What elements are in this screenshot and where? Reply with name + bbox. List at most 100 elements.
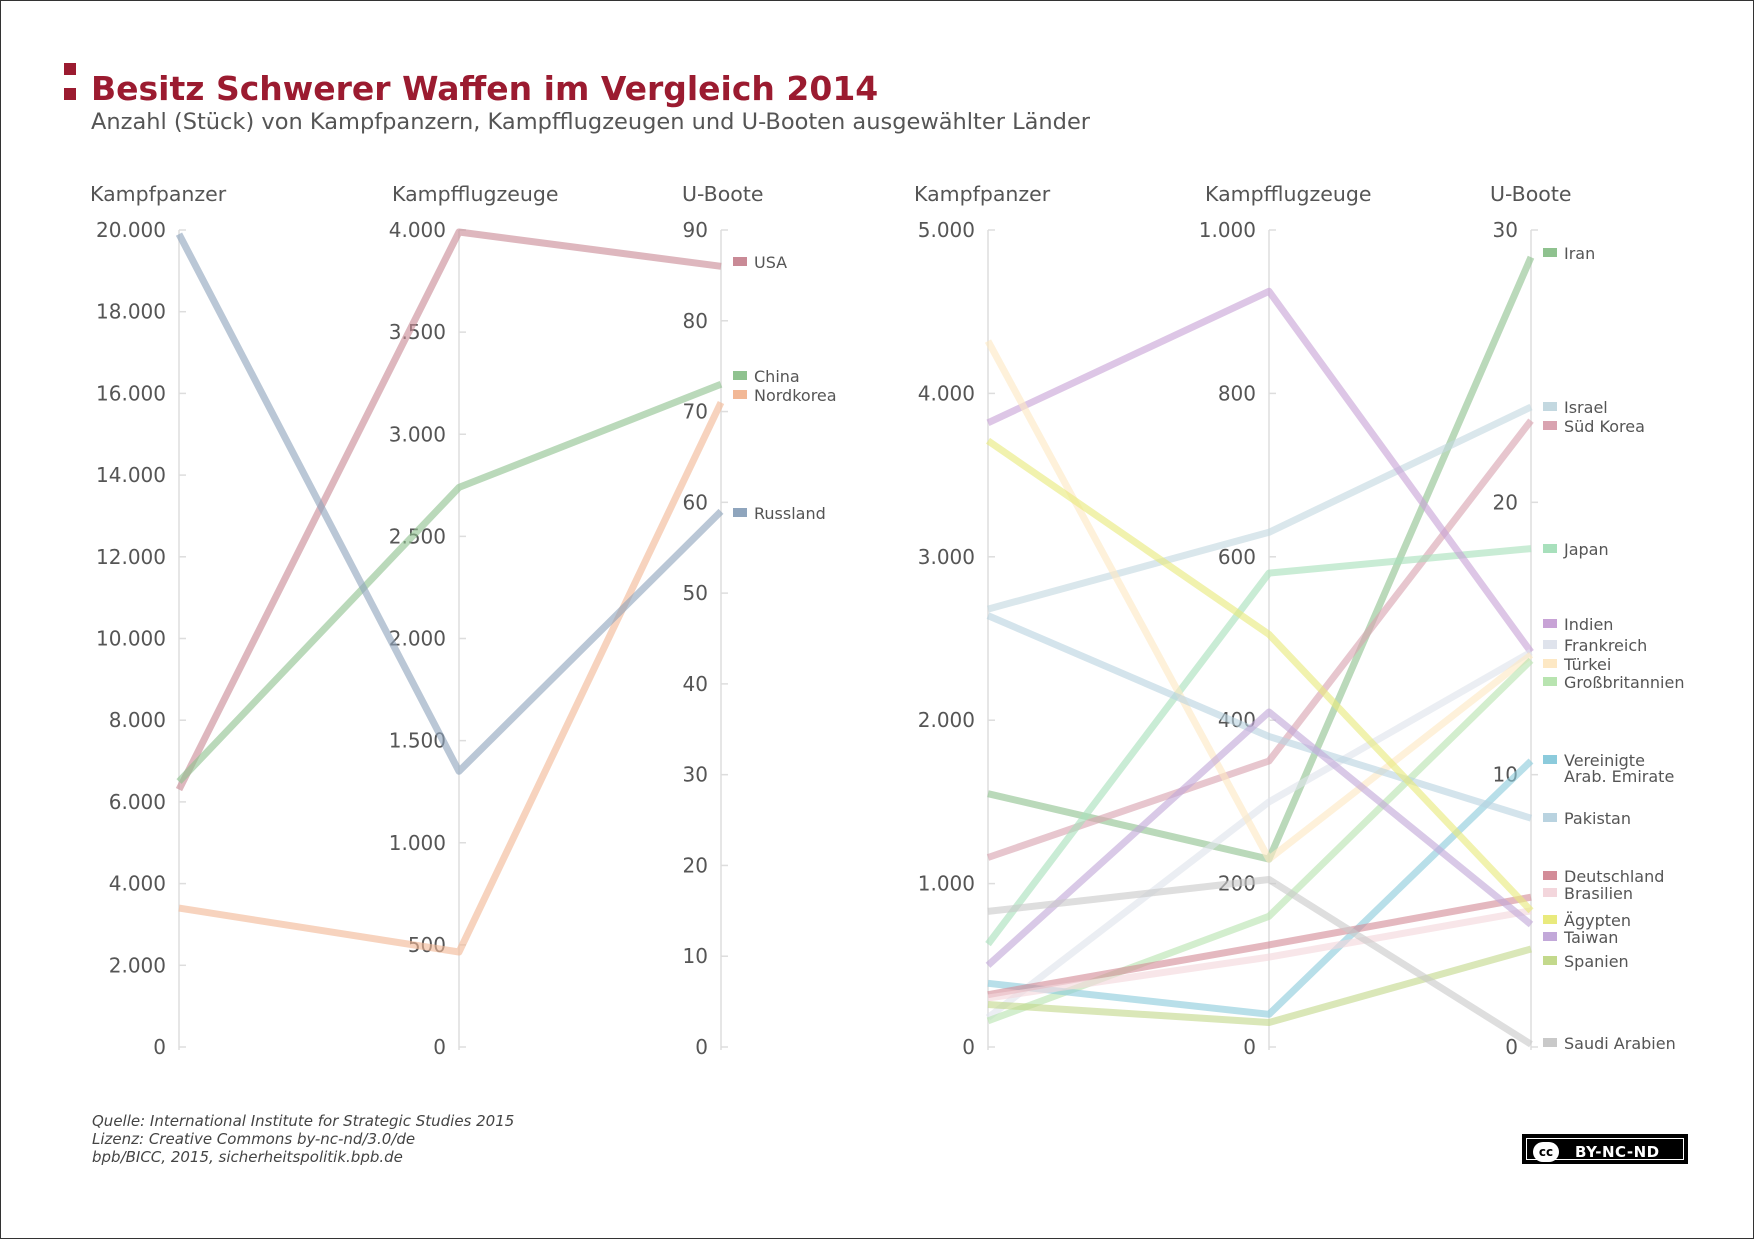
series-label: Süd Korea (1564, 417, 1645, 436)
series-label: Taiwan (1563, 928, 1618, 947)
footer-license: Lizenz: Creative Commons by-nc-nd/3.0/de (92, 1130, 416, 1148)
legend-swatch (1543, 888, 1557, 897)
axis-title: Kampfflugzeuge (1205, 182, 1371, 206)
series-label: Türkei (1563, 655, 1611, 674)
tick-label: 0 (153, 1035, 166, 1059)
legend-swatch (1543, 659, 1557, 668)
series-label: Russland (754, 504, 826, 523)
tick-label: 18.000 (96, 300, 166, 324)
series-line (984, 339, 1534, 863)
legend-swatch (1543, 1038, 1557, 1047)
tick-label: 20 (1493, 490, 1518, 514)
left-panel: Kampfpanzer 0 2.000 4.000 6.000 8.000 10.000 12… (90, 182, 837, 1059)
tick-label: 6.000 (109, 790, 166, 814)
legend-swatch (733, 257, 747, 266)
series-line (987, 893, 1532, 999)
footer-notes: Quelle: International Institute for Stra… (92, 1112, 514, 1166)
series-label: Brasilien (1564, 884, 1633, 903)
legend-swatch (1543, 421, 1557, 430)
series-line (985, 545, 1532, 947)
series-label-line: Vereinigte (1564, 751, 1645, 770)
series-line (175, 228, 722, 792)
tick-label: 1.000 (1199, 218, 1256, 242)
tick-label: 2.000 (389, 627, 446, 651)
legend-swatch (1543, 640, 1557, 649)
tick-label: 0 (695, 1035, 708, 1059)
series-label: Vereinigte Arab. Emirate (1564, 751, 1674, 786)
cc-logo-icon: cc (1533, 1142, 1559, 1162)
legend-swatch (1543, 956, 1557, 965)
series-label: China (754, 367, 800, 386)
series-line (176, 381, 723, 784)
tick-label: 16.000 (96, 381, 166, 405)
tick-label: 80 (683, 309, 708, 333)
title-marker (64, 63, 76, 103)
legend-swatch (733, 508, 747, 517)
series-label: USA (754, 253, 787, 272)
tick-label: 4.000 (389, 218, 446, 242)
series-line (986, 612, 1533, 822)
tick-label: 20.000 (96, 218, 166, 242)
chart-subtitle: Anzahl (Stück) von Kampfpanzern, Kampffl… (91, 109, 1091, 135)
tick-label: 40 (683, 672, 708, 696)
license-badge-label: BY-NC-ND (1575, 1143, 1660, 1161)
series-label: Nordkorea (754, 386, 837, 405)
series-line (987, 907, 1532, 1002)
series-line (986, 437, 1534, 914)
series-label: Indien (1564, 615, 1613, 634)
tick-label: 4.000 (109, 872, 166, 896)
chart-title: Besitz Schwerer Waffen im Vergleich 2014 (91, 69, 879, 108)
right-panel: Kampfpanzer 0 1.000 2.000 3.000 4.000 5.000 Kam… (914, 182, 1684, 1059)
tick-label: 60 (683, 490, 708, 514)
tick-label: 0 (1505, 1035, 1518, 1059)
series-line (986, 287, 1534, 655)
series-label: Spanien (1564, 952, 1629, 971)
tick-label: 600 (1218, 545, 1256, 569)
tick-label: 10 (683, 944, 708, 968)
tick-label: 800 (1218, 381, 1256, 405)
axis-title: Kampfpanzer (90, 182, 227, 206)
series-label-line: Arab. Emirate (1564, 767, 1674, 786)
axis-title: Kampfflugzeuge (392, 182, 558, 206)
tick-label: 8.000 (109, 708, 166, 732)
tick-label: 3.000 (918, 545, 975, 569)
legend-swatch (1543, 915, 1557, 924)
tick-label: 1.000 (918, 872, 975, 896)
series-label: Großbritannien (1564, 673, 1684, 692)
tick-label: 2.000 (918, 708, 975, 732)
legend-swatch (1543, 402, 1557, 411)
tick-label: 0 (962, 1035, 975, 1059)
legend-swatch (1543, 932, 1557, 941)
series-label: Israel (1564, 398, 1608, 417)
legend-swatch (1543, 544, 1557, 553)
series-label: Ägypten (1564, 911, 1631, 930)
series-label: Iran (1564, 244, 1595, 263)
tick-label: 70 (683, 400, 708, 424)
series-label: Saudi Arabien (1564, 1034, 1676, 1053)
legend-swatch (1543, 755, 1557, 764)
legend-swatch (733, 371, 747, 380)
series-line (987, 403, 1533, 613)
series-label: Deutschland (1564, 867, 1664, 886)
series-line (987, 945, 1532, 1026)
tick-label: 4.000 (918, 381, 975, 405)
tick-label: 50 (683, 581, 708, 605)
legend-swatch (1543, 677, 1557, 686)
tick-label: 10.000 (96, 627, 166, 651)
legend-swatch (1543, 871, 1557, 880)
tick-label: 14.000 (96, 463, 166, 487)
series-label: Pakistan (1564, 809, 1631, 828)
series-line (985, 708, 1534, 968)
tick-label: 2.000 (109, 953, 166, 977)
tick-label: 12.000 (96, 545, 166, 569)
tick-label: 1.000 (389, 831, 446, 855)
legend-swatch (733, 390, 747, 399)
series-line (987, 876, 1533, 1048)
axis-title: U-Boote (1490, 182, 1571, 206)
series-line (987, 758, 1534, 1018)
series-line (178, 400, 725, 956)
axis-title: Kampfpanzer (914, 182, 1051, 206)
tick-label: 5.000 (918, 218, 975, 242)
series-line (985, 649, 1533, 1021)
